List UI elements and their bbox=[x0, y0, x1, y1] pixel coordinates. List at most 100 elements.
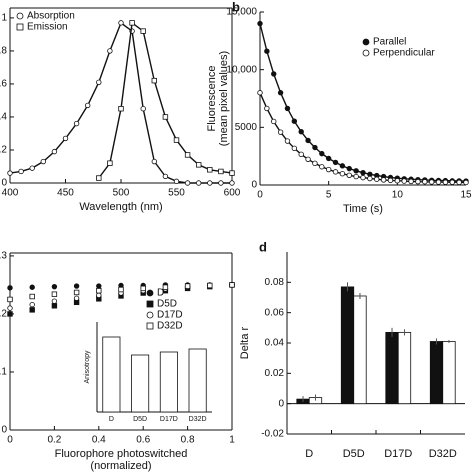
data-point bbox=[51, 298, 58, 304]
data-point bbox=[195, 180, 202, 186]
data-point bbox=[360, 174, 366, 181]
x-tick-label: 0.4 bbox=[92, 435, 106, 446]
legend-label: Emission bbox=[27, 22, 68, 33]
data-point bbox=[264, 105, 270, 112]
x-tick-label: 0 bbox=[7, 435, 13, 446]
panel-label: d bbox=[259, 239, 267, 254]
y-tick-label: 0.3 bbox=[0, 251, 7, 262]
legend-marker bbox=[146, 322, 154, 330]
bar bbox=[353, 295, 367, 405]
data-point bbox=[305, 137, 311, 144]
data-point bbox=[73, 295, 80, 301]
data-point bbox=[298, 129, 304, 135]
y-tick-label: 0.2 bbox=[0, 309, 7, 320]
data-point bbox=[346, 172, 352, 179]
y-tick-label: 15,000 bbox=[226, 7, 257, 18]
x-tick-label: 1 bbox=[229, 435, 235, 446]
y-tick-label: 0.06 bbox=[265, 307, 285, 318]
x-tick-label: 450 bbox=[57, 188, 74, 199]
y-tick-label: 0.6 bbox=[0, 79, 7, 90]
y-tick-label: 0.8 bbox=[0, 46, 7, 57]
legend-marker bbox=[146, 289, 154, 297]
data-point bbox=[284, 105, 291, 112]
data-point bbox=[394, 178, 401, 184]
data-point bbox=[29, 301, 35, 308]
data-point bbox=[207, 180, 213, 186]
data-point bbox=[360, 169, 366, 176]
y-axis-label: Fluorescence bbox=[206, 65, 218, 131]
data-point bbox=[7, 170, 13, 176]
data-point bbox=[73, 283, 80, 289]
bar bbox=[131, 354, 150, 413]
data-point bbox=[184, 180, 191, 186]
data-point bbox=[408, 178, 414, 185]
bar bbox=[429, 341, 444, 405]
bar bbox=[102, 336, 121, 413]
data-point bbox=[325, 155, 332, 162]
legend-label: D bbox=[157, 288, 164, 299]
data-point bbox=[291, 145, 298, 152]
data-point bbox=[96, 283, 102, 289]
x-tick-label: D5D bbox=[343, 448, 365, 460]
x-tick-label: 600 bbox=[224, 188, 241, 199]
y-tick-label: 0.04 bbox=[265, 338, 285, 349]
data-point bbox=[305, 156, 311, 162]
legend-label: D17D bbox=[157, 310, 183, 321]
data-point bbox=[319, 150, 325, 157]
data-point bbox=[277, 90, 284, 96]
data-point bbox=[7, 311, 13, 317]
data-point bbox=[29, 284, 35, 290]
y-tick-label: 0.1 bbox=[0, 367, 7, 378]
data-point bbox=[195, 162, 202, 168]
y-tick-label: 0.08 bbox=[265, 277, 285, 288]
data-point bbox=[162, 284, 169, 290]
series-line bbox=[259, 92, 467, 184]
data-point bbox=[107, 48, 113, 54]
data-point bbox=[173, 178, 180, 185]
data-point bbox=[184, 283, 191, 289]
data-point bbox=[422, 179, 428, 185]
x-axis-label: (normalized) bbox=[90, 460, 151, 472]
legend-label: D32D bbox=[157, 321, 183, 332]
bar bbox=[385, 331, 399, 405]
data-point bbox=[229, 170, 235, 176]
data-point bbox=[401, 178, 407, 184]
data-point bbox=[291, 118, 298, 124]
data-point bbox=[162, 114, 169, 120]
data-point bbox=[271, 71, 277, 77]
y-axis-label: Anisotropy bbox=[84, 350, 91, 384]
x-tick-label: 0.2 bbox=[47, 435, 61, 446]
data-point bbox=[277, 129, 284, 135]
data-point bbox=[118, 106, 124, 112]
x-axis-label: Wavelength (nm) bbox=[79, 201, 162, 213]
data-point bbox=[325, 166, 332, 173]
data-point bbox=[271, 118, 277, 125]
y-tick-label: 0 bbox=[251, 180, 257, 191]
data-point bbox=[449, 179, 455, 185]
data-point bbox=[218, 168, 224, 175]
data-point bbox=[51, 283, 58, 290]
bar bbox=[442, 341, 456, 405]
y-tick-label: 0.4 bbox=[0, 112, 7, 123]
data-point bbox=[284, 138, 291, 144]
data-point bbox=[73, 120, 80, 127]
data-point bbox=[264, 48, 270, 54]
data-point bbox=[151, 77, 157, 84]
data-point bbox=[29, 307, 35, 313]
data-point bbox=[7, 296, 13, 303]
legend-label: D5D bbox=[157, 299, 177, 310]
data-point bbox=[207, 282, 213, 289]
data-point bbox=[319, 164, 325, 170]
bar bbox=[397, 331, 412, 405]
data-point bbox=[339, 163, 346, 169]
data-point bbox=[140, 28, 146, 34]
data-point bbox=[257, 20, 263, 27]
x-tick-label: 400 bbox=[2, 188, 19, 199]
legend-label: Parallel bbox=[373, 37, 406, 48]
data-point bbox=[173, 137, 180, 143]
data-point bbox=[96, 175, 102, 181]
data-point bbox=[162, 173, 169, 180]
data-point bbox=[7, 285, 13, 291]
x-tick-label: 550 bbox=[168, 188, 185, 199]
data-point bbox=[151, 158, 157, 165]
